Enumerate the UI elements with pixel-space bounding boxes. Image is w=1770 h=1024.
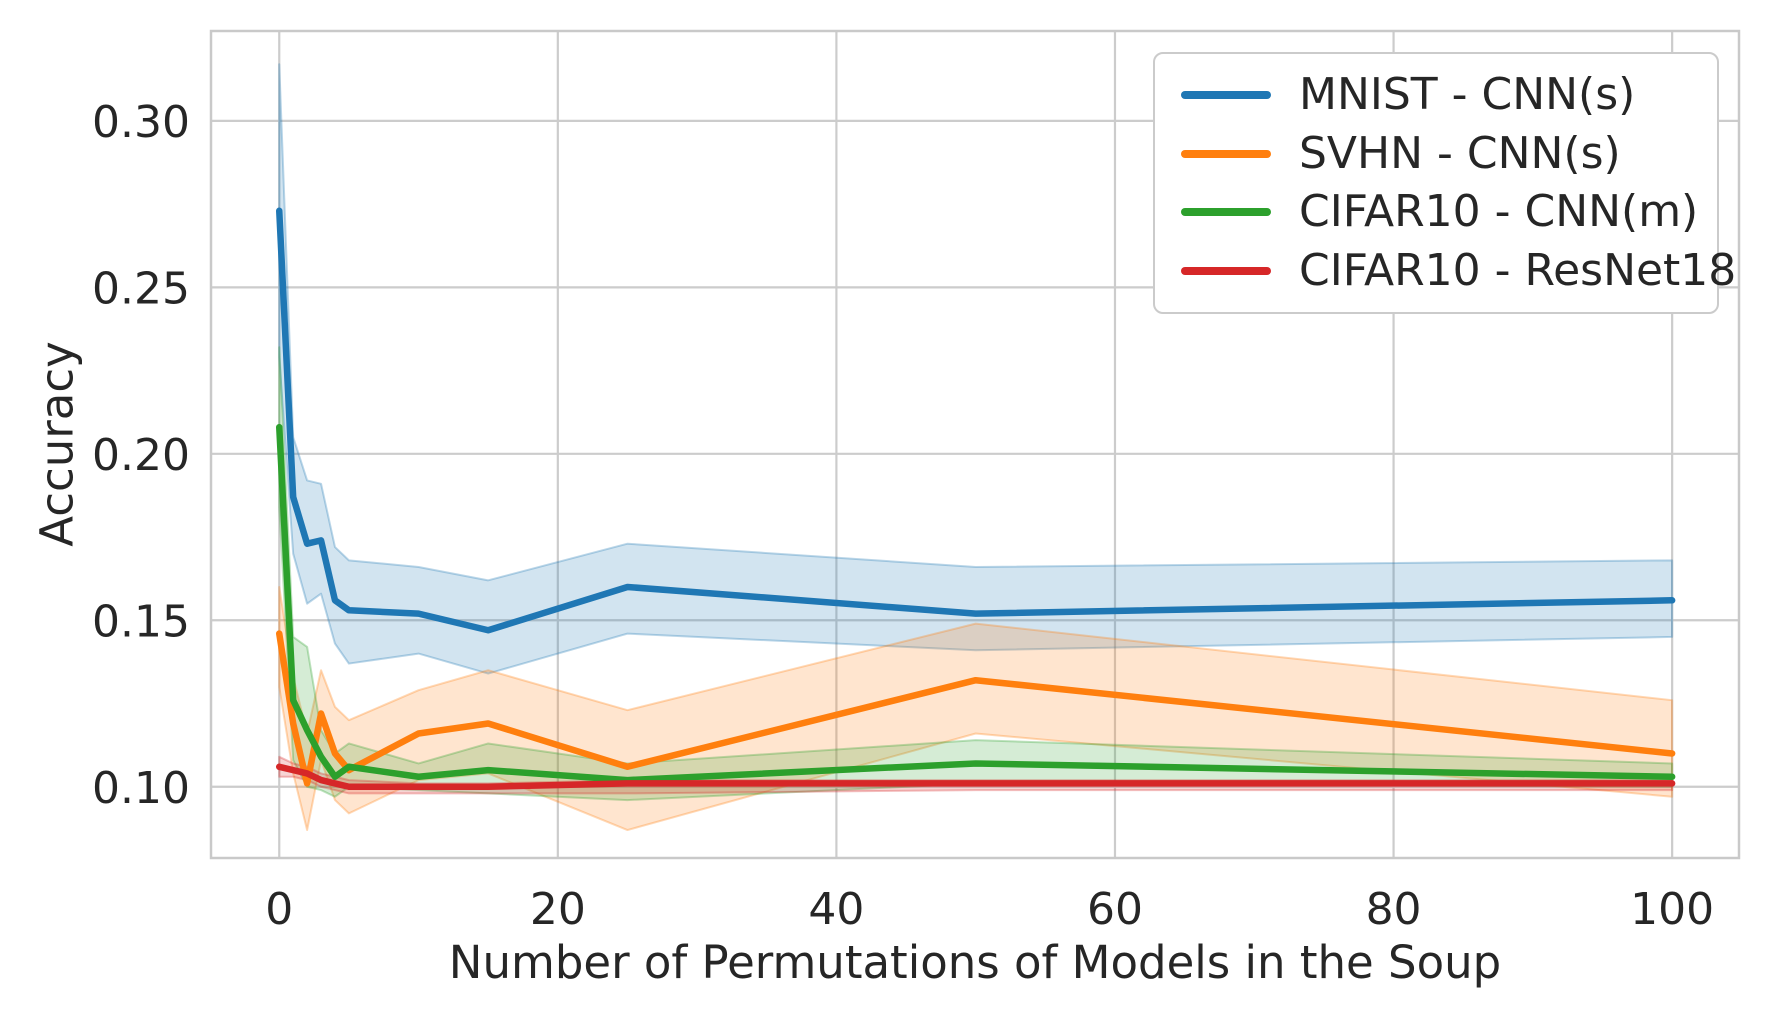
legend-item-cifar10-resnet18: CIFAR10 - ResNet18 bbox=[1155, 249, 1736, 293]
legend-label: CIFAR10 - CNN(m) bbox=[1299, 186, 1699, 238]
x-tick-label: 60 bbox=[1087, 884, 1143, 935]
legend-line-swatch bbox=[1181, 267, 1271, 276]
legend-line-swatch bbox=[1181, 208, 1271, 217]
legend-line-swatch bbox=[1181, 90, 1271, 99]
plot-border bbox=[209, 29, 1741, 860]
y-tick-label: 0.10 bbox=[92, 763, 190, 814]
y-axis-label: Accuracy bbox=[30, 341, 84, 547]
x-tick-label: 100 bbox=[1630, 884, 1714, 935]
y-tick-label: 0.25 bbox=[92, 263, 190, 314]
legend-item-cifar10-cnn-m: CIFAR10 - CNN(m) bbox=[1155, 190, 1717, 234]
y-tick-label: 0.20 bbox=[92, 430, 190, 481]
x-tick-label: 40 bbox=[808, 884, 864, 935]
legend: MNIST - CNN(s) SVHN - CNN(s) CIFAR10 - CNN… bbox=[1153, 52, 1736, 314]
series-line bbox=[276, 207, 1676, 634]
legend-label: SVHN - CNN(s) bbox=[1299, 127, 1621, 179]
x-tick-label: 80 bbox=[1366, 884, 1422, 935]
series-line bbox=[276, 423, 1676, 784]
legend-line-swatch bbox=[1181, 149, 1271, 158]
legend-label: CIFAR10 - ResNet18 bbox=[1299, 245, 1737, 297]
series-line bbox=[276, 763, 1676, 791]
y-tick-label: 0.15 bbox=[92, 596, 190, 647]
x-tick-label: 0 bbox=[265, 884, 293, 935]
legend-item-mnist-cnn-s: MNIST - CNN(s) bbox=[1155, 68, 1717, 120]
legend-label: MNIST - CNN(s) bbox=[1299, 68, 1636, 120]
x-tick-label: 20 bbox=[530, 884, 586, 935]
y-tick-label: 0.30 bbox=[92, 97, 190, 148]
x-axis-label: Number of Permutations of Models in the … bbox=[448, 936, 1502, 989]
legend-item-svhn-cnn-s: SVHN - CNN(s) bbox=[1155, 127, 1717, 179]
